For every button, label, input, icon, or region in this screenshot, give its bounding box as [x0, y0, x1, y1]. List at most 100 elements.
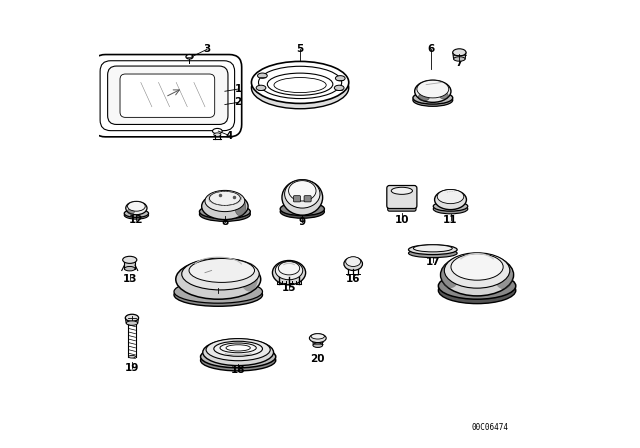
Ellipse shape	[282, 180, 323, 215]
Ellipse shape	[441, 262, 460, 288]
FancyBboxPatch shape	[100, 61, 235, 131]
Ellipse shape	[313, 343, 323, 348]
Ellipse shape	[440, 92, 448, 99]
Ellipse shape	[182, 258, 259, 290]
Text: 14: 14	[211, 288, 225, 297]
Ellipse shape	[413, 92, 452, 104]
Polygon shape	[124, 260, 135, 269]
Ellipse shape	[124, 267, 135, 271]
Ellipse shape	[438, 277, 516, 304]
Ellipse shape	[440, 254, 513, 296]
Text: 10: 10	[395, 215, 409, 224]
Ellipse shape	[437, 190, 464, 204]
Ellipse shape	[209, 191, 241, 206]
Text: 19: 19	[125, 363, 139, 373]
Text: 4: 4	[226, 130, 233, 141]
Ellipse shape	[408, 245, 457, 254]
Polygon shape	[125, 318, 139, 323]
Ellipse shape	[124, 211, 148, 219]
Ellipse shape	[311, 334, 324, 339]
Ellipse shape	[268, 73, 333, 95]
Ellipse shape	[415, 80, 451, 102]
Text: 8: 8	[221, 217, 228, 227]
Ellipse shape	[189, 258, 255, 282]
FancyBboxPatch shape	[294, 196, 301, 202]
Ellipse shape	[344, 257, 362, 271]
Ellipse shape	[280, 202, 324, 215]
Ellipse shape	[494, 265, 513, 289]
Ellipse shape	[408, 249, 457, 258]
Ellipse shape	[413, 245, 452, 252]
FancyBboxPatch shape	[388, 202, 416, 211]
Ellipse shape	[346, 257, 361, 267]
Ellipse shape	[212, 129, 222, 134]
Polygon shape	[312, 339, 323, 345]
Ellipse shape	[174, 283, 262, 306]
Ellipse shape	[235, 198, 246, 216]
Ellipse shape	[127, 202, 145, 211]
Ellipse shape	[174, 280, 262, 303]
Ellipse shape	[273, 260, 306, 285]
FancyBboxPatch shape	[108, 66, 228, 125]
Ellipse shape	[203, 339, 273, 366]
Text: 7: 7	[456, 57, 463, 68]
Text: 6: 6	[427, 44, 434, 54]
Ellipse shape	[285, 180, 320, 208]
Ellipse shape	[275, 261, 303, 280]
Ellipse shape	[220, 343, 256, 353]
Text: 16: 16	[346, 274, 360, 284]
Ellipse shape	[252, 61, 349, 103]
Text: 12: 12	[129, 215, 143, 224]
Ellipse shape	[257, 73, 268, 78]
Ellipse shape	[433, 204, 468, 214]
Ellipse shape	[241, 263, 258, 292]
Ellipse shape	[413, 94, 452, 106]
FancyBboxPatch shape	[120, 74, 214, 117]
Ellipse shape	[433, 202, 468, 211]
Ellipse shape	[252, 67, 349, 109]
Text: 11: 11	[444, 215, 458, 224]
Text: 2: 2	[234, 97, 242, 108]
Ellipse shape	[200, 207, 250, 221]
Ellipse shape	[226, 345, 250, 351]
Ellipse shape	[259, 66, 342, 99]
Ellipse shape	[417, 80, 449, 98]
Ellipse shape	[435, 190, 467, 210]
Ellipse shape	[126, 321, 138, 325]
Ellipse shape	[205, 190, 244, 211]
Text: 13: 13	[122, 274, 137, 284]
Text: 5: 5	[296, 44, 304, 54]
Text: 9: 9	[299, 217, 306, 227]
Ellipse shape	[309, 334, 326, 343]
Ellipse shape	[256, 85, 266, 90]
Ellipse shape	[123, 256, 137, 263]
Ellipse shape	[200, 205, 250, 219]
Ellipse shape	[214, 341, 262, 356]
FancyBboxPatch shape	[387, 185, 417, 208]
Text: 3: 3	[204, 44, 211, 54]
Ellipse shape	[419, 93, 429, 101]
Ellipse shape	[278, 262, 300, 275]
Ellipse shape	[334, 85, 344, 90]
FancyBboxPatch shape	[93, 55, 242, 137]
Ellipse shape	[452, 49, 466, 56]
Ellipse shape	[186, 55, 193, 59]
Text: 20: 20	[310, 354, 325, 364]
Ellipse shape	[206, 339, 270, 361]
Polygon shape	[106, 129, 229, 135]
Ellipse shape	[176, 259, 260, 299]
Text: 17: 17	[426, 257, 440, 267]
Text: 00C06474: 00C06474	[472, 423, 509, 432]
Ellipse shape	[200, 349, 276, 371]
Ellipse shape	[129, 355, 136, 358]
Ellipse shape	[451, 254, 503, 280]
Ellipse shape	[289, 181, 316, 201]
Text: 1: 1	[234, 84, 242, 94]
Ellipse shape	[444, 253, 510, 288]
Text: 15: 15	[282, 283, 296, 293]
FancyBboxPatch shape	[304, 196, 311, 202]
Text: 18: 18	[231, 365, 245, 375]
Ellipse shape	[214, 133, 221, 136]
Ellipse shape	[274, 78, 326, 93]
Ellipse shape	[126, 202, 147, 215]
